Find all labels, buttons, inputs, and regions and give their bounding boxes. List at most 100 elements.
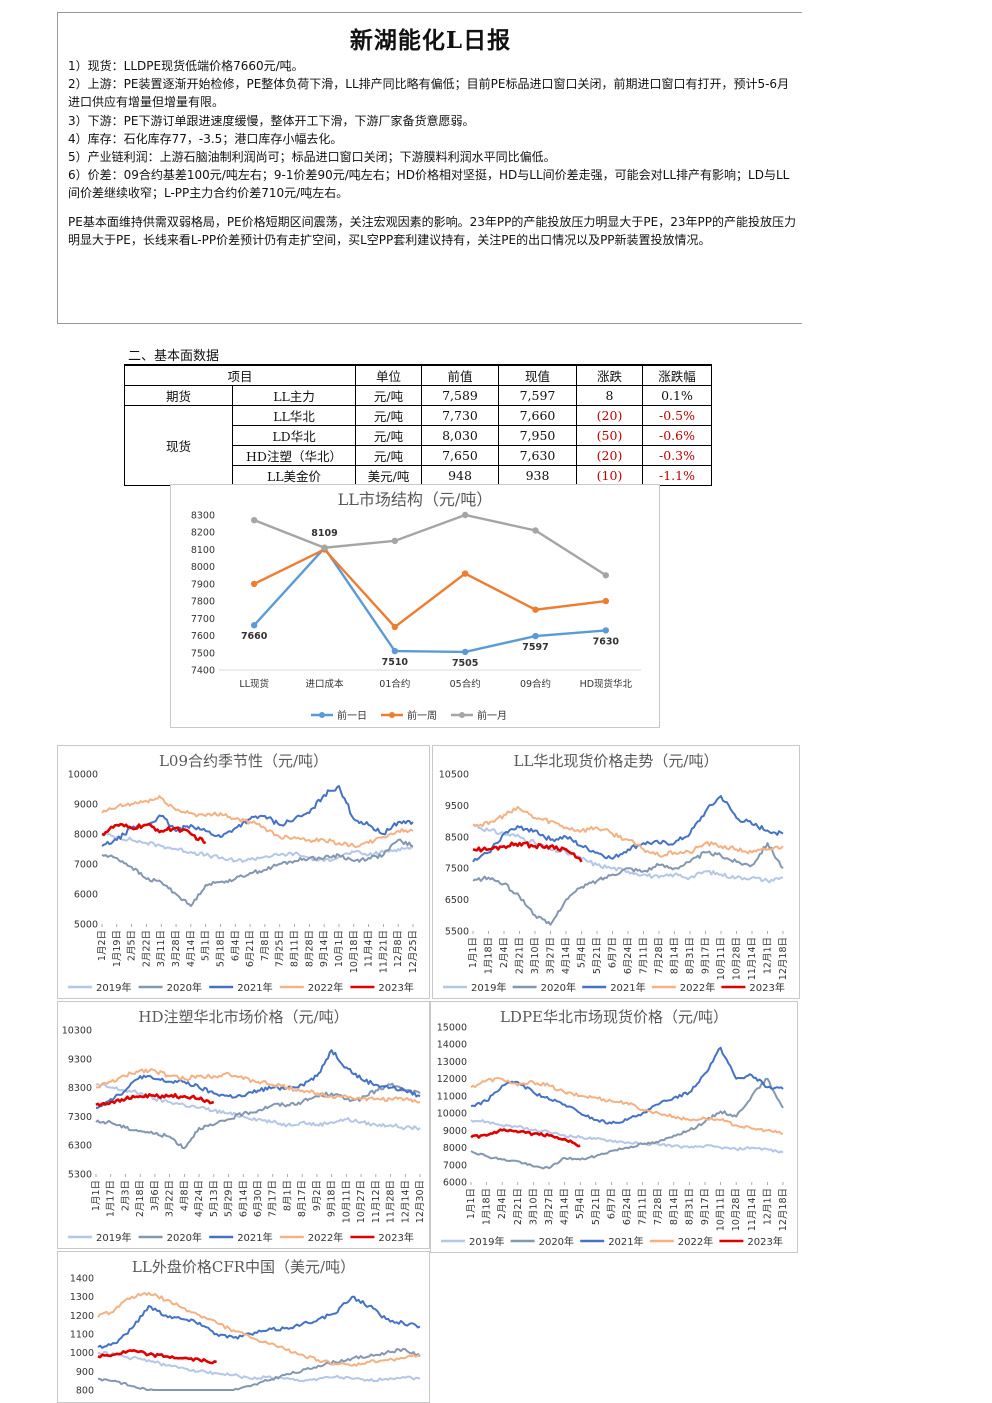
x-tick-label: 12月30日 — [415, 1180, 426, 1223]
legend-label: 2021年 — [237, 1231, 272, 1244]
legend-label: 2021年 — [610, 981, 645, 994]
x-tick-label: 12月14日 — [400, 1180, 411, 1223]
x-tick-label: 5月1日 — [201, 930, 212, 961]
table-header-item: 项目 — [124, 364, 356, 386]
y-tick-label: 9000 — [443, 1126, 467, 1137]
chart-l09-seasonality: L09合约季节性（元/吨） 10000 9000 8000 7000 6000 5000 1月… — [57, 745, 430, 999]
report-title: 新湖能化L日报 — [349, 27, 512, 54]
x-tick-label: 12月25日 — [408, 930, 419, 973]
table-cell-item: LD华北 — [232, 425, 356, 446]
table-cell-change-pct: -0.5% — [642, 405, 712, 426]
chart-svg: LDPE华北市场现货价格（元/吨） 15000 14000 13000 12000 110… — [437, 1008, 789, 1248]
x-tick-label: 2月3日 — [120, 1180, 131, 1211]
y-tick-label: 10500 — [439, 770, 469, 781]
x-tick-label: 01合约 — [379, 678, 410, 690]
x-tick-label: 3月10日 — [528, 1188, 539, 1225]
y-tick-label: 900 — [76, 1367, 94, 1378]
x-tick-label: 5月18日 — [215, 930, 226, 967]
table-row: LL美金价 美元/吨 948 938 (10) -1.1% — [125, 465, 712, 486]
chart-title: LL市场结构（元/吨） — [338, 490, 493, 509]
x-tick-label: 5月21日 — [592, 937, 603, 974]
table-cell-prev: 7,730 — [421, 405, 499, 426]
y-tick-label: 9300 — [68, 1054, 92, 1065]
table-row: 现货 LL华北 元/吨 7,730 7,660 (20) -0.5% — [124, 405, 712, 486]
x-tick-label: 6月14日 — [238, 1180, 249, 1217]
series-line — [472, 841, 583, 863]
y-tick-label: 5000 — [74, 920, 98, 931]
x-tick-label: 9月14日 — [319, 930, 330, 967]
x-tick-label: 5月4日 — [575, 1188, 586, 1219]
y-tick-label: 7600 — [191, 631, 215, 642]
legend-label: 2022年 — [308, 1231, 343, 1244]
x-tick-label: 12月18日 — [778, 1188, 789, 1231]
x-tick-label: 5月21日 — [591, 1188, 602, 1225]
report-box: 新湖能化L日报 1）现货：LLDPE现货低端价格7660元/吨。 2）上游：PE… — [57, 12, 802, 324]
table-row: 期货 LL主力 元/吨 7,589 7,597 8 0.1% — [124, 385, 712, 406]
series-line — [472, 842, 784, 926]
x-tick-label: 7月28日 — [653, 1188, 664, 1225]
table-header-unit: 单位 — [355, 364, 422, 386]
x-tick-label: 3月27日 — [544, 1188, 555, 1225]
x-tick-label: 12月1日 — [762, 1188, 773, 1225]
chart-title: LL华北现货价格走势（元/吨） — [514, 752, 719, 770]
table-cell-unit: 美元/吨 — [355, 465, 422, 486]
x-tick-label: 7月8日 — [260, 930, 271, 961]
table-cell-cur: 7,597 — [498, 385, 577, 406]
legend-label: 2023年 — [747, 1235, 782, 1248]
data-point — [602, 627, 610, 634]
series-line — [470, 1119, 784, 1154]
data-point — [532, 527, 539, 534]
x-tick-label: 2月18日 — [135, 1180, 146, 1217]
series-line — [95, 1068, 421, 1104]
y-tick-label: 12000 — [437, 1074, 467, 1085]
data-point — [391, 623, 399, 631]
x-tick-label: 6月24日 — [623, 937, 634, 974]
x-tick-label: 7月17日 — [268, 1180, 279, 1217]
chart-title: HD注塑华北市场价格（元/吨） — [138, 1008, 348, 1026]
table-cell-cur: 7,950 — [498, 425, 577, 446]
x-tick-label: 1月18日 — [482, 1188, 493, 1225]
y-tick-label: 10000 — [68, 770, 98, 781]
x-tick-label: 1月18日 — [484, 937, 495, 974]
table-cell-unit: 元/吨 — [355, 445, 422, 466]
x-tick-label: 3月28日 — [171, 930, 182, 967]
y-tick-label: 6000 — [74, 890, 98, 901]
y-tick-label: 5300 — [68, 1170, 92, 1181]
data-label: 7510 — [382, 657, 409, 668]
legend-marker — [389, 712, 395, 718]
series-line — [95, 1049, 421, 1109]
table-cell-item: LL华北 — [232, 405, 356, 426]
y-tick-label: 7900 — [191, 579, 215, 590]
x-tick-label: 2月22日 — [141, 930, 152, 967]
legend-label: 2022年 — [308, 981, 343, 994]
x-tick-label: 1月2日 — [97, 930, 108, 961]
series-line — [101, 832, 414, 863]
y-tick-label: 1000 — [70, 1348, 94, 1359]
x-tick-label: 4月14日 — [186, 930, 197, 967]
series-line — [472, 795, 784, 863]
x-tick-label: 11月21日 — [378, 930, 389, 973]
x-tick-label: 8月17日 — [297, 1180, 308, 1217]
fundamentals-table: 项目 单位 前值 现值 涨跌 涨跌幅 期货 LL主力 元/吨 7,589 7,5… — [124, 364, 712, 486]
report-line-spread: 6）价差：09合约基差100元/吨左右；9-1价差90元/吨左右；HD价格相对坚… — [68, 168, 790, 201]
x-tick-label: 9月18日 — [327, 1180, 338, 1217]
x-tick-label: 5月13日 — [209, 1180, 220, 1217]
table-group-futures: 期货 — [124, 385, 233, 406]
data-point — [391, 647, 399, 655]
series-line — [253, 513, 607, 577]
x-tick-label: 11月28日 — [386, 1180, 397, 1223]
x-tick-label: 10月18日 — [349, 930, 360, 973]
table-cell-item: LL主力 — [232, 385, 356, 406]
x-tick-label: 7月11日 — [638, 1188, 649, 1225]
table-cell-cur: 7,630 — [498, 445, 577, 466]
y-tick-label: 8000 — [443, 1143, 467, 1154]
series-line — [95, 1093, 215, 1107]
y-tick-label: 8300 — [68, 1083, 92, 1094]
x-tick-label: 10月27日 — [356, 1180, 367, 1223]
x-tick-label: 12月1日 — [763, 937, 774, 974]
section-heading: 二、基本面数据 — [128, 349, 220, 364]
series-line — [95, 1082, 421, 1150]
x-tick-label: 2月5日 — [127, 930, 138, 961]
x-tick-label: 11月14日 — [747, 937, 758, 980]
x-tick-label: 11月4日 — [364, 930, 375, 967]
